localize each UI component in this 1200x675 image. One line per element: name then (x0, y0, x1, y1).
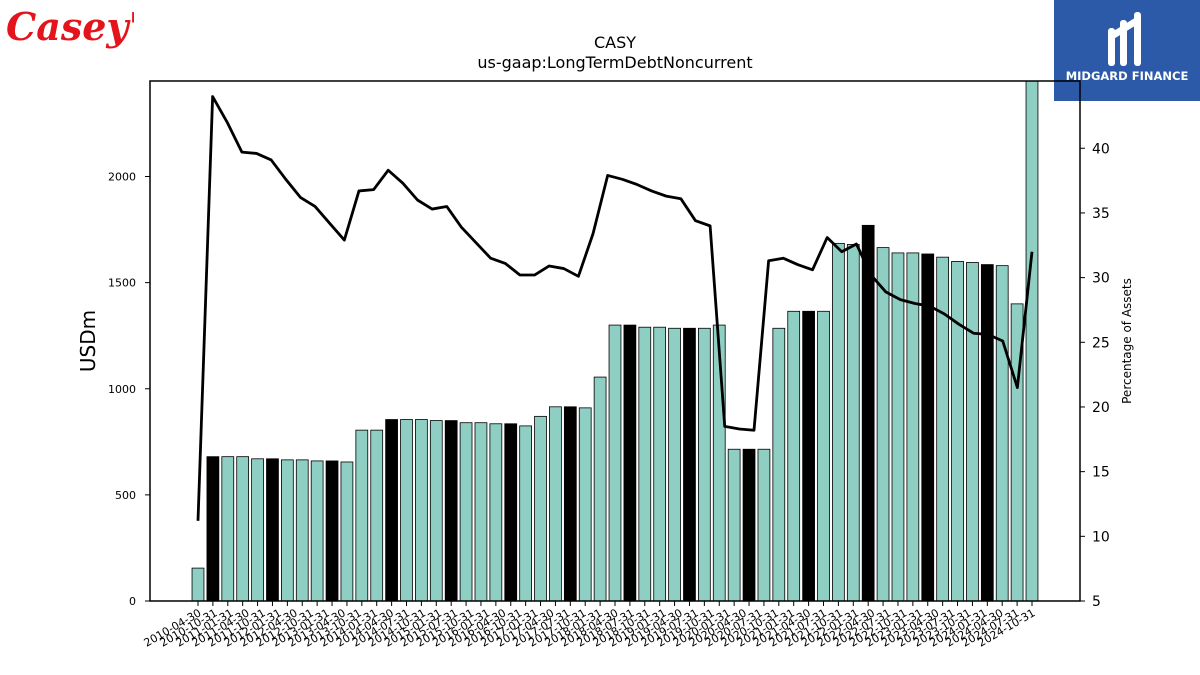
bar (474, 422, 488, 602)
y-tick-label: 2000 (108, 171, 136, 184)
bar (355, 429, 369, 602)
bar (832, 242, 845, 602)
chart-subtitle: us-gaap:LongTermDebtNoncurrent (477, 53, 752, 72)
bar (400, 419, 413, 602)
bar (772, 327, 786, 602)
bar (638, 326, 652, 602)
bar (489, 423, 503, 602)
bar (549, 406, 562, 602)
y2-tick-label: 35 (1092, 206, 1110, 222)
bar (236, 456, 250, 602)
bar (980, 264, 994, 602)
bar (995, 265, 1009, 602)
bar (310, 460, 324, 602)
ratio-line (196, 95, 1034, 521)
bar (370, 429, 384, 602)
publisher-mark-icon (1108, 12, 1141, 66)
x-axis: 2010-04-302010-10-312011-01-312011-04-30… (142, 601, 1038, 650)
bar (504, 423, 518, 602)
y-axis-right: 5 10 15 20 25 30 35 40 (1080, 141, 1110, 610)
y2-tick-label: 30 (1092, 271, 1110, 287)
bar (653, 326, 667, 602)
bar (340, 461, 354, 602)
bar (534, 415, 547, 602)
bar (295, 459, 309, 602)
bar (1025, 80, 1039, 602)
y2-tick-label: 5 (1092, 594, 1101, 610)
bar (385, 419, 398, 602)
company-logo: Casey's (6, 4, 134, 49)
y-axis-label: USDm (76, 310, 100, 372)
bar (876, 247, 890, 602)
bar (221, 456, 235, 602)
bar (727, 448, 741, 602)
bar (787, 310, 801, 602)
bar (415, 419, 428, 602)
y2-tick-label: 25 (1092, 335, 1110, 351)
bar (563, 406, 577, 602)
y-tick-label: 1500 (108, 277, 136, 290)
bar (280, 459, 294, 602)
y-tick-label: 0 (129, 595, 136, 608)
company-logo-text: Casey's (6, 4, 134, 49)
y-tick-label: 1000 (108, 383, 136, 396)
bar (266, 458, 279, 602)
publisher-logo: MIDGARD FINANCE (1054, 0, 1200, 101)
bar (459, 422, 473, 602)
bar (519, 425, 533, 602)
bar (802, 310, 815, 602)
y-axis-left: 0 500 1000 1500 2000 (108, 171, 150, 608)
bar (951, 261, 964, 602)
bar (683, 327, 696, 602)
bar (966, 262, 979, 602)
chart-title: CASY (594, 33, 636, 52)
bar (817, 310, 830, 602)
bar (861, 224, 875, 602)
bar (578, 407, 592, 602)
bar (623, 324, 637, 602)
bar (891, 252, 905, 602)
y2-tick-label: 15 (1092, 465, 1110, 481)
y-tick-label: 500 (115, 489, 136, 502)
bar (593, 376, 607, 602)
bar (608, 324, 622, 602)
bar (757, 448, 771, 602)
bar (251, 458, 264, 602)
bar (698, 327, 711, 602)
publisher-logo-text: MIDGARD FINANCE (1066, 69, 1189, 83)
y2-axis-label: Percentage of Assets (1120, 278, 1134, 404)
y2-tick-label: 10 (1092, 529, 1110, 545)
y2-tick-label: 20 (1092, 400, 1110, 416)
bar (444, 420, 458, 602)
y2-tick-label: 40 (1092, 141, 1110, 157)
bar (429, 420, 443, 602)
bar (846, 244, 860, 602)
bar (191, 567, 205, 602)
bar (742, 448, 756, 602)
bar (325, 460, 339, 602)
bar (206, 456, 220, 602)
bar (936, 256, 950, 602)
bar-series (191, 80, 1039, 602)
bar (668, 327, 681, 602)
